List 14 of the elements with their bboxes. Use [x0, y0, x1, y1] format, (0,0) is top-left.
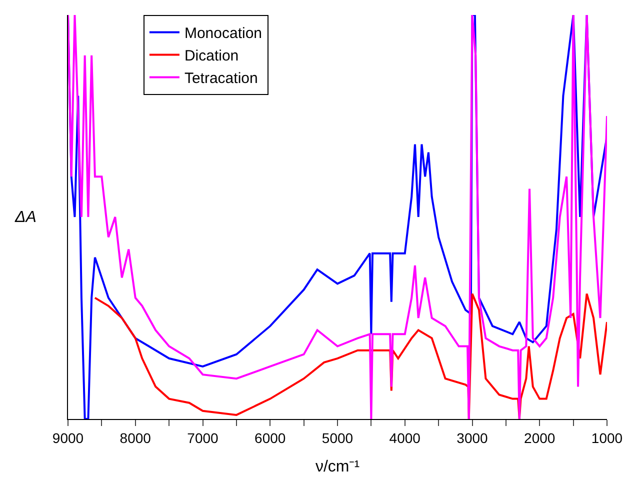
x-tick-label: 8000 — [120, 430, 152, 446]
x-tick-label: 1000 — [591, 430, 623, 446]
x-tick-label: 2000 — [524, 430, 556, 446]
x-tick-label: 9000 — [52, 430, 84, 446]
legend-label: Tetracation — [184, 70, 258, 88]
y-axis-title: ΔA — [14, 209, 36, 226]
x-tick-label: 7000 — [187, 430, 219, 446]
x-tick-label: 3000 — [456, 430, 488, 446]
x-axis-title: ν/cm⁻¹ — [315, 458, 360, 476]
x-tick-label: 6000 — [254, 430, 286, 446]
legend-label: Dication — [184, 48, 239, 65]
legend-label: Monocation — [184, 25, 262, 42]
x-tick-label: 5000 — [322, 430, 354, 446]
x-tick-label: 4000 — [389, 430, 421, 446]
